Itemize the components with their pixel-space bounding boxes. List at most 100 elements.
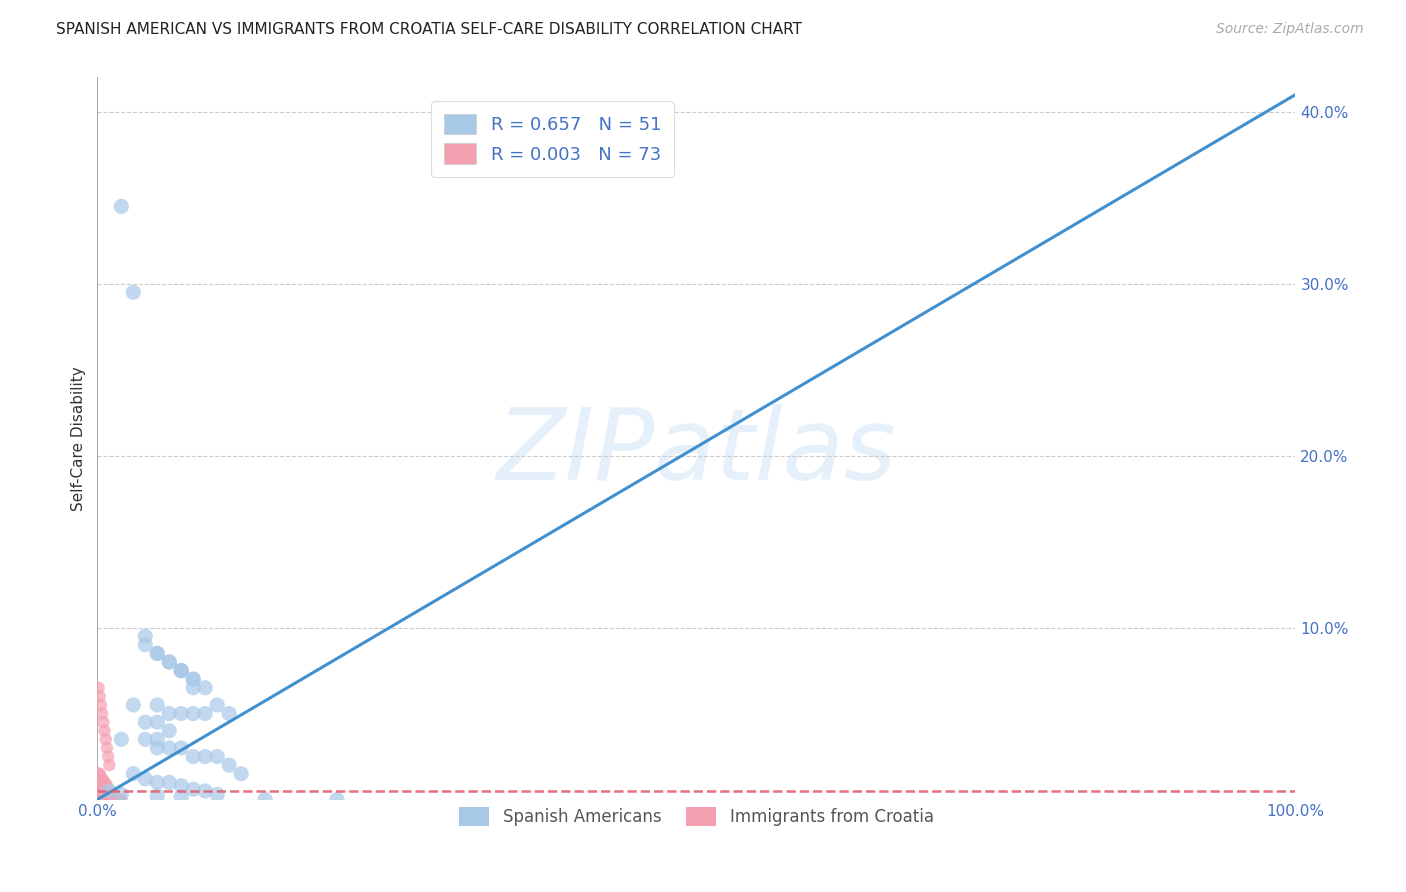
- Point: [87, 766, 110, 780]
- Point: [91, 772, 114, 786]
- Point: [326, 792, 349, 806]
- Point: [134, 629, 156, 643]
- Point: [146, 741, 169, 756]
- Point: [100, 792, 122, 806]
- Point: [96, 741, 118, 756]
- Point: [170, 664, 193, 678]
- Point: [194, 749, 217, 764]
- Point: [96, 779, 118, 793]
- Point: [134, 715, 156, 730]
- Text: Source: ZipAtlas.com: Source: ZipAtlas.com: [1216, 22, 1364, 37]
- Point: [104, 792, 127, 806]
- Point: [87, 792, 110, 806]
- Point: [122, 766, 145, 780]
- Point: [157, 775, 180, 789]
- Point: [90, 782, 112, 797]
- Point: [170, 789, 193, 804]
- Point: [89, 789, 111, 803]
- Point: [122, 698, 145, 712]
- Point: [110, 199, 132, 213]
- Point: [94, 792, 117, 806]
- Point: [97, 749, 120, 764]
- Point: [87, 792, 110, 806]
- Point: [146, 789, 169, 803]
- Point: [218, 706, 240, 721]
- Point: [90, 698, 112, 712]
- Point: [91, 790, 114, 805]
- Point: [97, 792, 120, 806]
- Point: [157, 706, 180, 721]
- Point: [146, 715, 169, 730]
- Legend: Spanish Americans, Immigrants from Croatia: Spanish Americans, Immigrants from Croat…: [451, 798, 942, 835]
- Point: [146, 646, 169, 660]
- Point: [93, 792, 115, 806]
- Point: [93, 792, 115, 806]
- Point: [107, 792, 129, 806]
- Point: [89, 792, 111, 806]
- Point: [87, 786, 110, 800]
- Point: [91, 792, 114, 806]
- Text: SPANISH AMERICAN VS IMMIGRANTS FROM CROATIA SELF-CARE DISABILITY CORRELATION CHA: SPANISH AMERICAN VS IMMIGRANTS FROM CROA…: [56, 22, 803, 37]
- Point: [101, 792, 124, 806]
- Point: [181, 782, 204, 797]
- Point: [205, 749, 228, 764]
- Point: [94, 792, 117, 806]
- Point: [170, 706, 193, 721]
- Point: [89, 786, 111, 800]
- Point: [146, 646, 169, 660]
- Point: [87, 790, 110, 805]
- Point: [93, 715, 115, 730]
- Point: [87, 792, 110, 806]
- Point: [157, 723, 180, 738]
- Point: [87, 792, 110, 806]
- Point: [87, 792, 110, 806]
- Point: [97, 792, 120, 806]
- Point: [87, 792, 110, 806]
- Point: [89, 792, 111, 806]
- Point: [90, 792, 112, 806]
- Point: [93, 784, 115, 798]
- Point: [122, 285, 145, 300]
- Point: [89, 690, 111, 704]
- Point: [170, 664, 193, 678]
- Point: [181, 749, 204, 764]
- Point: [146, 732, 169, 747]
- Point: [170, 741, 193, 756]
- Point: [157, 655, 180, 669]
- Point: [181, 681, 204, 695]
- Point: [134, 772, 156, 786]
- Point: [194, 681, 217, 695]
- Point: [87, 792, 110, 806]
- Point: [87, 792, 110, 806]
- Point: [90, 792, 112, 806]
- Point: [93, 784, 115, 798]
- Point: [108, 792, 131, 806]
- Point: [93, 773, 115, 788]
- Point: [194, 784, 217, 798]
- Point: [134, 638, 156, 652]
- Point: [93, 775, 115, 789]
- Point: [87, 780, 110, 795]
- Point: [157, 741, 180, 756]
- Point: [134, 732, 156, 747]
- Point: [254, 792, 277, 806]
- Point: [94, 732, 117, 747]
- Point: [89, 790, 111, 805]
- Point: [89, 792, 111, 806]
- Point: [181, 672, 204, 686]
- Point: [194, 706, 217, 721]
- Point: [93, 723, 115, 738]
- Point: [91, 788, 114, 802]
- Point: [90, 790, 112, 805]
- Point: [100, 792, 122, 806]
- Point: [89, 780, 111, 795]
- Point: [90, 770, 112, 784]
- Point: [91, 782, 114, 797]
- Point: [93, 792, 115, 806]
- Point: [93, 788, 115, 802]
- Point: [89, 792, 111, 806]
- Point: [181, 706, 204, 721]
- Point: [90, 789, 112, 803]
- Point: [181, 672, 204, 686]
- Point: [87, 792, 110, 806]
